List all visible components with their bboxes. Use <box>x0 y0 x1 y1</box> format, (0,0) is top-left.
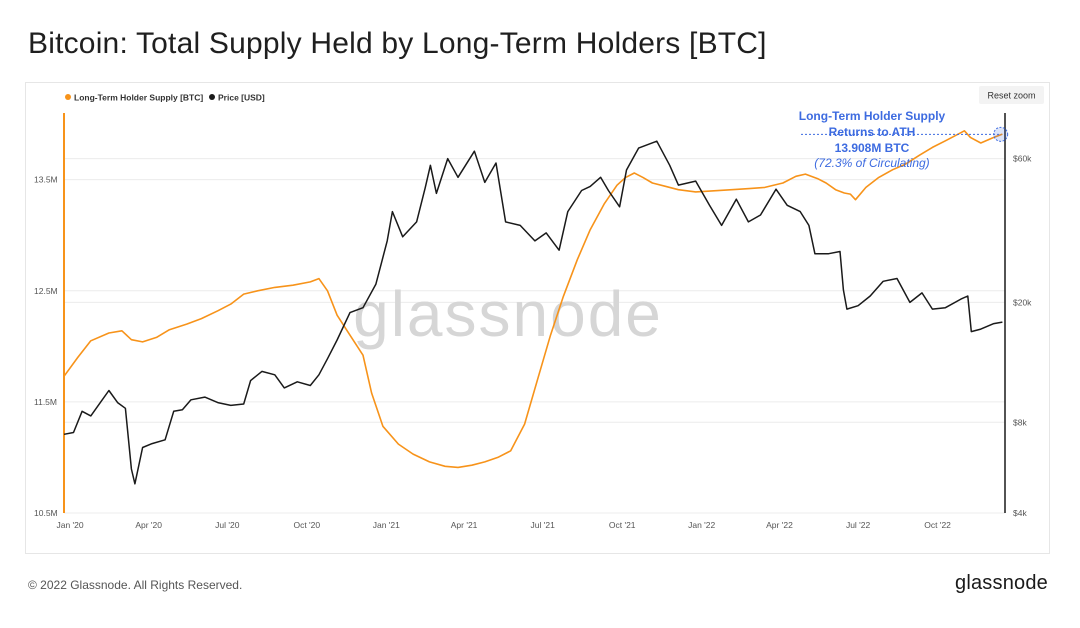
chart-watermark: glassnode <box>353 278 663 350</box>
legend-price-marker <box>209 94 215 100</box>
x-tick-label: Jul '21 <box>531 520 556 530</box>
x-tick-label: Apr '22 <box>766 520 793 530</box>
annotation-line-3: 13.908M BTC <box>835 141 910 155</box>
lth-supply-line <box>63 130 1003 469</box>
footer-logo[interactable]: glassnode <box>955 572 1048 594</box>
chart-panel: glassnode Long-Term Holder Supply [BTC] … <box>25 82 1050 554</box>
reset-zoom-bg <box>979 86 1044 104</box>
x-tick-label: Apr '21 <box>451 520 478 530</box>
legend-item-price[interactable]: Price [USD] <box>209 93 265 103</box>
x-axis-labels: Jan '20 Apr '20 Jul '20 Oct '20 Jan '21 Apr '… <box>56 520 951 530</box>
x-tick-label: Oct '20 <box>293 520 320 530</box>
page-title: Bitcoin: Total Supply Held by Long-Term … <box>28 27 767 60</box>
y-right-tick-label: $4k <box>1013 508 1027 518</box>
x-tick-label: Jan '20 <box>56 520 83 530</box>
x-tick-label: Jul '20 <box>215 520 240 530</box>
x-tick-label: Oct '22 <box>924 520 951 530</box>
y-axis-left-labels: 10.5M 11.5M 12.5M 13.5M <box>34 175 58 518</box>
y-left-tick-label: 13.5M <box>34 175 58 185</box>
footer-copyright: © 2022 Glassnode. All Rights Reserved. <box>28 578 243 592</box>
price-line <box>63 140 1003 485</box>
y-right-tick-label: $8k <box>1013 417 1027 427</box>
x-tick-label: Apr '20 <box>135 520 162 530</box>
y-axis-right-labels: $4k $8k $20k $60k <box>1013 154 1032 518</box>
y-left-tick-label: 10.5M <box>34 508 58 518</box>
legend-lth-supply-marker <box>65 94 71 100</box>
legend-price-label: Price [USD] <box>218 93 265 103</box>
x-tick-label: Jan '22 <box>688 520 715 530</box>
x-tick-label: Oct '21 <box>609 520 636 530</box>
y-right-tick-label: $20k <box>1013 297 1032 307</box>
x-tick-label: Jul '22 <box>846 520 871 530</box>
annotation-subtext: (72.3% of Circulating) <box>814 156 929 170</box>
ath-annotation: Long-Term Holder Supply Returns to ATH 1… <box>799 109 1009 170</box>
legend: Long-Term Holder Supply [BTC] Price [USD… <box>65 93 265 103</box>
reset-zoom-button[interactable]: Reset zoom <box>979 86 1044 104</box>
reset-zoom-label: Reset zoom <box>987 91 1035 101</box>
grid-lines <box>64 158 1005 514</box>
annotation-line-1: Long-Term Holder Supply <box>799 109 946 123</box>
legend-lth-supply-label: Long-Term Holder Supply [BTC] <box>74 93 203 103</box>
chart-svg: glassnode Long-Term Holder Supply [BTC] … <box>34 86 1044 530</box>
x-tick-label: Jan '21 <box>373 520 400 530</box>
annotation-marker <box>993 126 1009 142</box>
legend-item-lth-supply[interactable]: Long-Term Holder Supply [BTC] <box>65 93 203 103</box>
y-left-tick-label: 12.5M <box>34 286 58 296</box>
y-left-tick-label: 11.5M <box>34 397 57 407</box>
annotation-line-2: Returns to ATH <box>829 125 916 139</box>
y-right-tick-label: $60k <box>1013 154 1032 164</box>
